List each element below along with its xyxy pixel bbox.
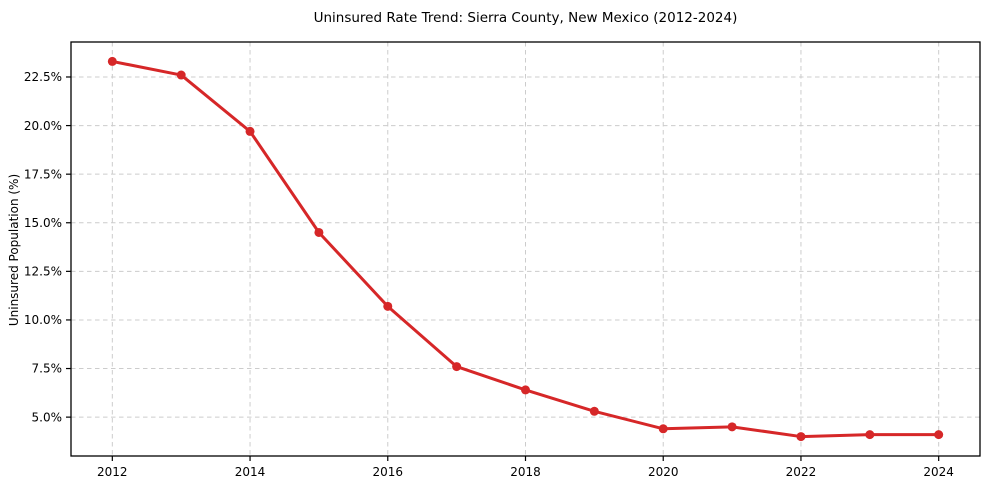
x-tick-label: 2016 xyxy=(372,465,403,479)
data-point xyxy=(452,362,462,372)
data-point xyxy=(383,301,393,311)
y-tick-label: 15.0% xyxy=(24,216,62,230)
y-tick-label: 5.0% xyxy=(32,410,63,424)
chart-title: Uninsured Rate Trend: Sierra County, New… xyxy=(313,10,738,26)
y-tick-label: 17.5% xyxy=(24,167,62,181)
data-point xyxy=(934,430,944,440)
y-tick-label: 22.5% xyxy=(24,70,62,84)
data-point xyxy=(727,422,737,432)
y-tick-label: 20.0% xyxy=(24,119,62,133)
x-tick-label: 2012 xyxy=(97,465,128,479)
axes-border xyxy=(70,41,981,457)
data-point xyxy=(314,227,324,237)
data-point xyxy=(865,430,875,440)
data-point xyxy=(589,406,599,416)
y-tick-label: 7.5% xyxy=(32,362,63,376)
data-point xyxy=(521,385,530,395)
data-point xyxy=(245,126,255,136)
x-tick-label: 2022 xyxy=(786,465,817,479)
data-point xyxy=(796,432,806,442)
x-tick-label: 2014 xyxy=(235,465,266,479)
data-point xyxy=(658,424,668,434)
x-tick-label: 2024 xyxy=(923,465,954,479)
x-tick-label: 2020 xyxy=(648,465,679,479)
y-tick-label: 12.5% xyxy=(24,265,62,279)
x-tick-label: 2018 xyxy=(510,465,541,479)
data-point xyxy=(107,56,117,66)
data-point xyxy=(176,70,186,80)
y-tick-label: 10.0% xyxy=(24,313,62,327)
